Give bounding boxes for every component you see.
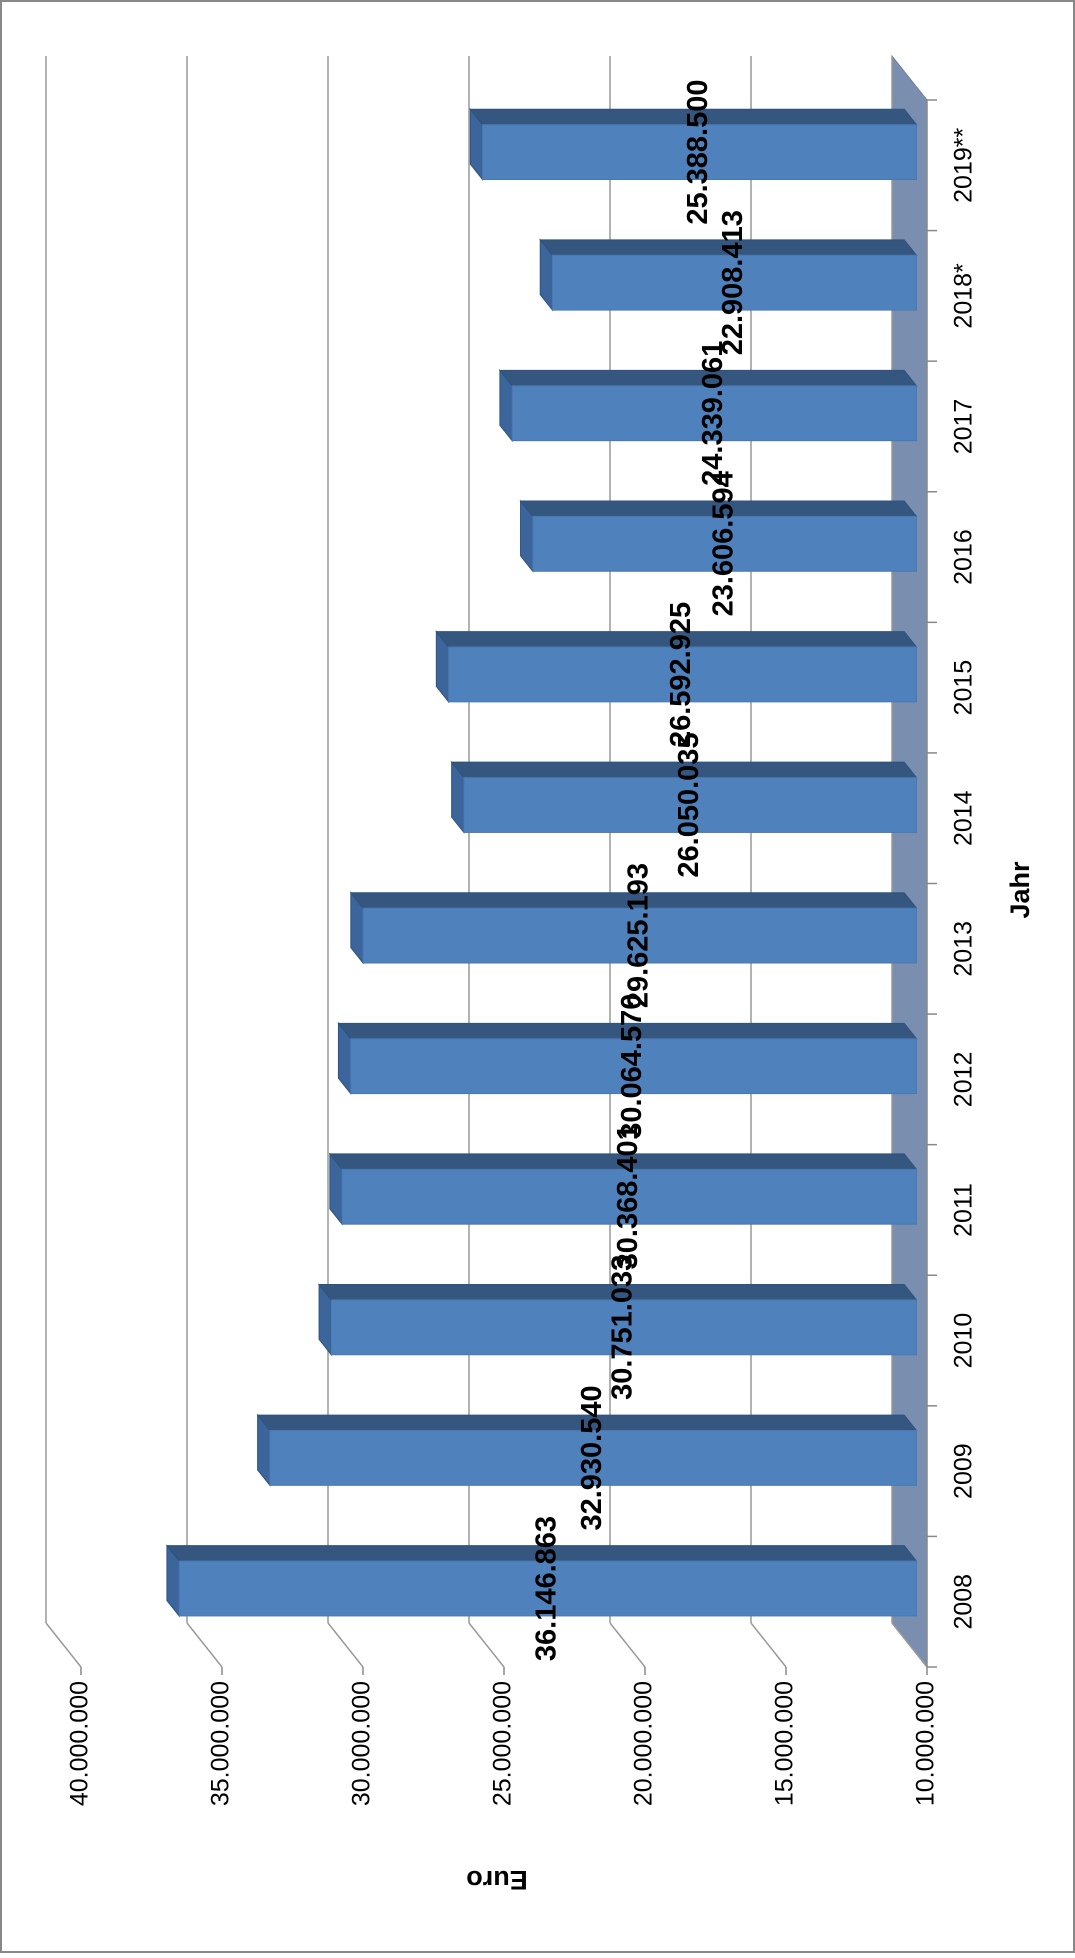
plot: Jahr Euro 10.000.000 15.000.000 20.000.000… bbox=[45, 54, 1035, 1895]
grid-line bbox=[186, 1622, 223, 1668]
bar bbox=[362, 907, 917, 964]
y-tick-label: 25.000.000 bbox=[489, 1681, 517, 1806]
y-tick-label: 15.000.000 bbox=[771, 1681, 799, 1806]
bar bbox=[350, 1038, 917, 1095]
data-label: 25.388.500 bbox=[682, 80, 714, 225]
x-tick-label: 2010 bbox=[950, 1313, 978, 1369]
y-tick-label: 35.000.000 bbox=[207, 1681, 235, 1806]
data-label: 30.368.401 bbox=[612, 1124, 644, 1269]
y-tick-label: 40.000.000 bbox=[66, 1681, 94, 1806]
x-tick-label: 2019** bbox=[950, 127, 978, 202]
bar bbox=[269, 1430, 917, 1486]
data-label: 23.606.594 bbox=[707, 471, 739, 616]
data-label: 36.146.863 bbox=[530, 1516, 562, 1661]
x-tick-label: 2008 bbox=[950, 1574, 978, 1630]
grid-line bbox=[468, 1622, 505, 1668]
grid-line bbox=[45, 1622, 82, 1668]
bar bbox=[341, 1168, 917, 1225]
y-tick-label: 30.000.000 bbox=[348, 1681, 376, 1806]
x-tick-label: 2016 bbox=[950, 529, 978, 585]
bar bbox=[551, 254, 917, 311]
bar bbox=[482, 124, 917, 181]
x-tick-label: 2015 bbox=[950, 660, 978, 716]
x-tick-label: 2009 bbox=[950, 1443, 978, 1499]
y-tick-label: 10.000.000 bbox=[912, 1681, 940, 1806]
x-tick-label: 2011 bbox=[950, 1183, 978, 1237]
y-tick-label: 20.000.000 bbox=[630, 1681, 658, 1806]
x-axis-title: Jahr bbox=[1005, 861, 1035, 919]
grid-line bbox=[609, 1622, 646, 1668]
x-tick-label: 2013 bbox=[950, 921, 978, 977]
data-label: 32.930.540 bbox=[576, 1385, 608, 1530]
data-label: 26.592.925 bbox=[665, 602, 697, 747]
x-tick-label: 2018* bbox=[950, 263, 978, 329]
x-tick-label: 2017 bbox=[950, 399, 978, 455]
grid-line bbox=[750, 1622, 787, 1668]
data-label: 26.050.035 bbox=[673, 732, 705, 877]
bar bbox=[511, 385, 917, 442]
data-label: 24.339.061 bbox=[697, 341, 729, 486]
bar bbox=[532, 515, 918, 572]
y-axis-title: Euro bbox=[466, 1865, 528, 1895]
data-label: 30.064.570 bbox=[616, 994, 648, 1139]
data-label: 30.751.033 bbox=[607, 1255, 639, 1400]
x-tick-label: 2014 bbox=[950, 790, 978, 846]
bar bbox=[463, 777, 917, 833]
bar bbox=[448, 646, 917, 703]
grid-line bbox=[891, 1622, 928, 1668]
grid-line bbox=[327, 1622, 364, 1668]
bar bbox=[178, 1560, 918, 1617]
data-label: 29.625.193 bbox=[622, 863, 654, 1008]
data-label: 22.908.413 bbox=[717, 210, 749, 355]
bar bbox=[330, 1299, 917, 1356]
x-tick-label: 2012 bbox=[950, 1052, 978, 1108]
